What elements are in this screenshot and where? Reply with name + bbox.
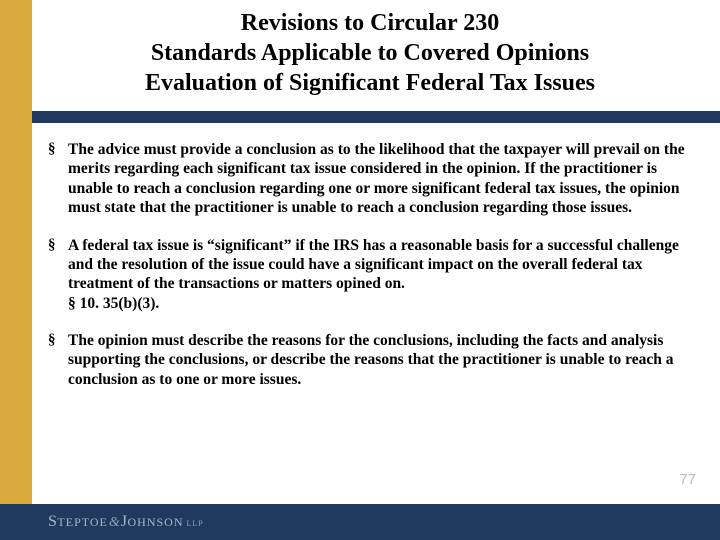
title-line-3: Evaluation of Significant Federal Tax Is…	[60, 68, 680, 98]
bullet-text: A federal tax issue is “significant” if …	[68, 236, 688, 314]
bullet-marker-icon: §	[48, 236, 68, 314]
bullet-text: The advice must provide a conclusion as …	[68, 140, 688, 218]
bullet-item: § The advice must provide a conclusion a…	[48, 140, 688, 218]
steptoe-johnson-logo: STEPTOE&JOHNSON LLP	[48, 513, 204, 531]
bullet-item: § A federal tax issue is “significant” i…	[48, 236, 688, 314]
bullet-marker-icon: §	[48, 331, 68, 389]
logo-ampersand: &	[109, 515, 120, 531]
bullet-item: § The opinion must describe the reasons …	[48, 331, 688, 389]
logo-suffix: LLP	[187, 519, 204, 528]
title-line-2: Standards Applicable to Covered Opinions	[60, 38, 680, 68]
footer-bar: STEPTOE&JOHNSON LLP	[0, 504, 720, 540]
bullet-text: The opinion must describe the reasons fo…	[68, 331, 688, 389]
left-gold-bar	[0, 0, 32, 540]
title-line-1: Revisions to Circular 230	[60, 8, 680, 38]
slide-title: Revisions to Circular 230 Standards Appl…	[60, 8, 680, 98]
body-content: § The advice must provide a conclusion a…	[48, 140, 688, 407]
logo-part2-cap: J	[121, 513, 128, 531]
logo-part2-rest: OHNSON	[127, 515, 183, 530]
page-number: 77	[679, 471, 696, 488]
logo-part1-rest: TEPTOE	[57, 515, 107, 530]
bullet-marker-icon: §	[48, 140, 68, 218]
header-underline	[32, 111, 720, 123]
logo-part1-cap: S	[48, 513, 57, 531]
